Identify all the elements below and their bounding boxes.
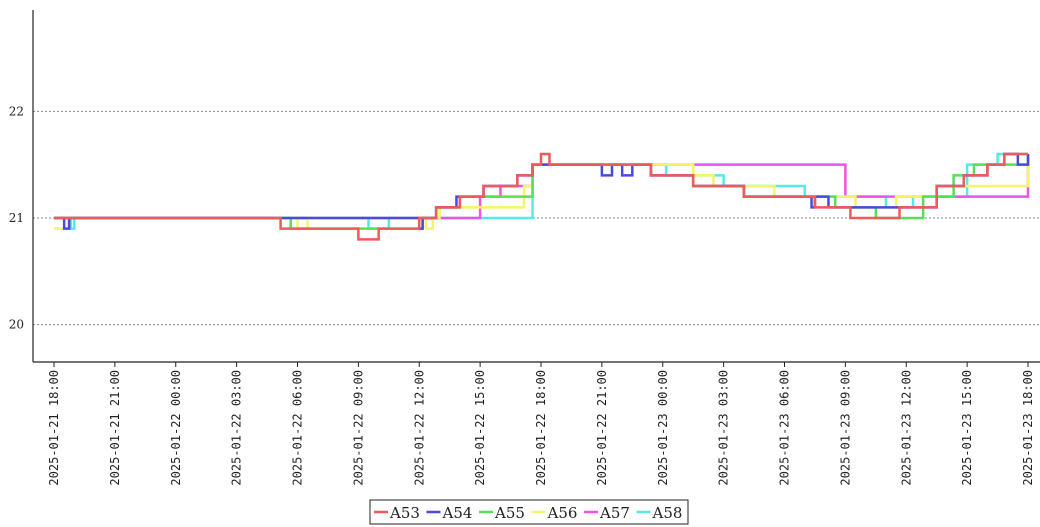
- legend-label-a58: A58: [652, 504, 683, 522]
- y-tick-label: 21: [9, 211, 24, 225]
- x-tick-label: 2025-01-23 00:00: [656, 370, 670, 486]
- x-tick-label: 2025-01-23 12:00: [899, 370, 913, 486]
- x-tick-label: 2025-01-23 03:00: [717, 370, 731, 486]
- legend-label-a56: A56: [547, 504, 578, 522]
- x-axis-ticks: 2025-01-21 18:00 2025-01-21 21:00 2025-01-…: [47, 362, 1035, 486]
- x-tick-label: 2025-01-22 06:00: [291, 370, 305, 486]
- x-tick-label: 2025-01-23 18:00: [1021, 370, 1035, 486]
- x-tick-label: 2025-01-22 00:00: [169, 370, 183, 486]
- x-tick-label: 2025-01-23 15:00: [960, 370, 974, 486]
- y-tick-label: 22: [9, 104, 24, 118]
- x-tick-label: 2025-01-23 06:00: [778, 370, 792, 486]
- x-tick-label: 2025-01-23 09:00: [838, 370, 852, 486]
- legend-box: [369, 499, 689, 525]
- x-tick-label: 2025-01-21 18:00: [47, 370, 61, 486]
- x-tick-label: 2025-01-22 15:00: [473, 370, 487, 486]
- legend-label-a55: A55: [494, 504, 525, 522]
- chart-legend: A53 A54 A55 A56 A57 A58: [369, 499, 689, 525]
- x-tick-label: 2025-01-22 18:00: [534, 370, 548, 486]
- legend-label-a53: A53: [389, 504, 420, 522]
- y-axis-ticks: 20 21 22: [9, 104, 24, 331]
- x-tick-label: 2025-01-22 09:00: [351, 370, 365, 486]
- x-tick-label: 2025-01-22 03:00: [230, 370, 244, 486]
- x-tick-label: 2025-01-21 21:00: [108, 370, 122, 486]
- axes: [32, 10, 1040, 363]
- y-tick-label: 20: [9, 318, 24, 332]
- x-tick-label: 2025-01-22 21:00: [595, 370, 609, 486]
- x-tick-label: 2025-01-22 12:00: [412, 370, 426, 486]
- legend-label-a57: A57: [599, 504, 630, 522]
- series-lines: [54, 152, 1030, 241]
- series-line-a53: [54, 152, 1028, 241]
- legend-label-a54: A54: [442, 504, 473, 522]
